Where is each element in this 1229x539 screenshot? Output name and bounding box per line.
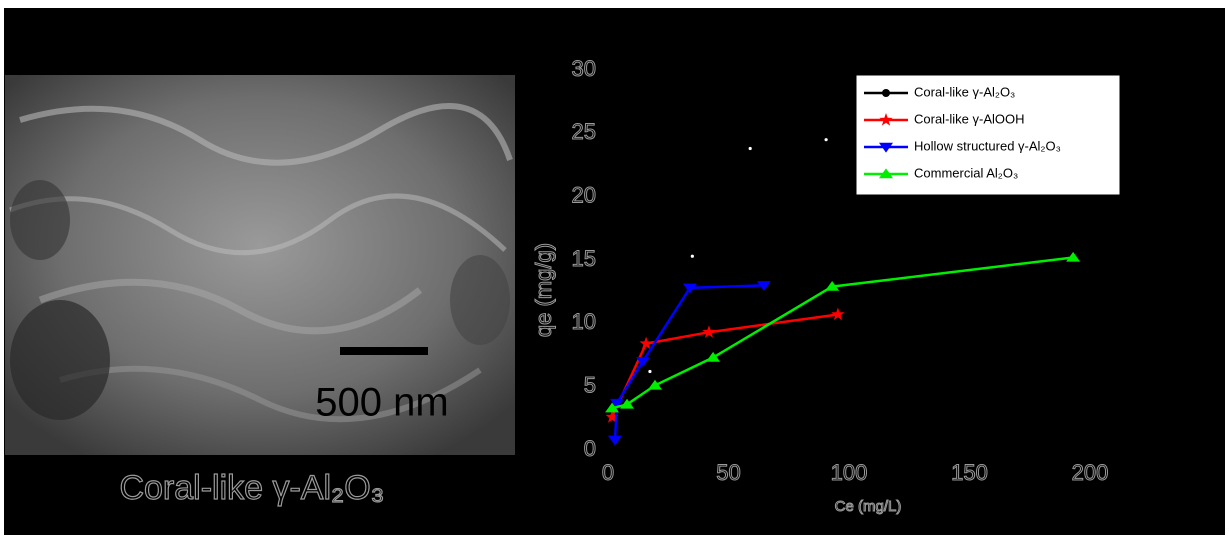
x-axis-label: Ce (mg/L) xyxy=(835,498,902,515)
caption: Coral-like γ-Al₂O₃ xyxy=(119,469,384,507)
y-tick-label: 10 xyxy=(572,309,596,334)
x-tick-label: 50 xyxy=(716,460,740,485)
legend-label: Coral-like γ-Al₂O₃ xyxy=(914,84,1015,99)
y-tick-label: 20 xyxy=(572,182,596,207)
legend-marker xyxy=(882,89,890,97)
y-tick-label: 25 xyxy=(572,119,596,144)
marker xyxy=(691,255,694,258)
legend: Coral-like γ-Al₂O₃ Coral-like γ-AlOOH Holl… xyxy=(856,75,1120,195)
legend-label: Coral-like γ-AlOOH xyxy=(914,111,1025,126)
x-tick-label: 100 xyxy=(831,460,868,485)
y-tick-label: 15 xyxy=(572,246,596,271)
y-axis-label: qe (mg/g) xyxy=(531,243,556,337)
marker xyxy=(825,138,828,141)
marker xyxy=(648,370,651,373)
x-tick-label: 0 xyxy=(602,460,614,485)
x-tick-label: 200 xyxy=(1072,460,1109,485)
marker xyxy=(749,147,752,150)
y-tick-label: 30 xyxy=(572,56,596,81)
legend-label: Hollow structured γ-Al₂O₃ xyxy=(914,138,1061,153)
scale-bar-label: 500 nm xyxy=(315,381,448,425)
figure: 500 nm Coral-like γ-Al₂O₃ Ce (mg/L) qe (… xyxy=(0,0,1229,539)
y-tick-label: 0 xyxy=(584,436,596,461)
sem-image: 500 nm xyxy=(5,75,515,455)
x-tick-label: 150 xyxy=(951,460,988,485)
y-tick-label: 5 xyxy=(584,372,596,397)
legend-label: Commercial Al₂O₃ xyxy=(914,165,1018,180)
